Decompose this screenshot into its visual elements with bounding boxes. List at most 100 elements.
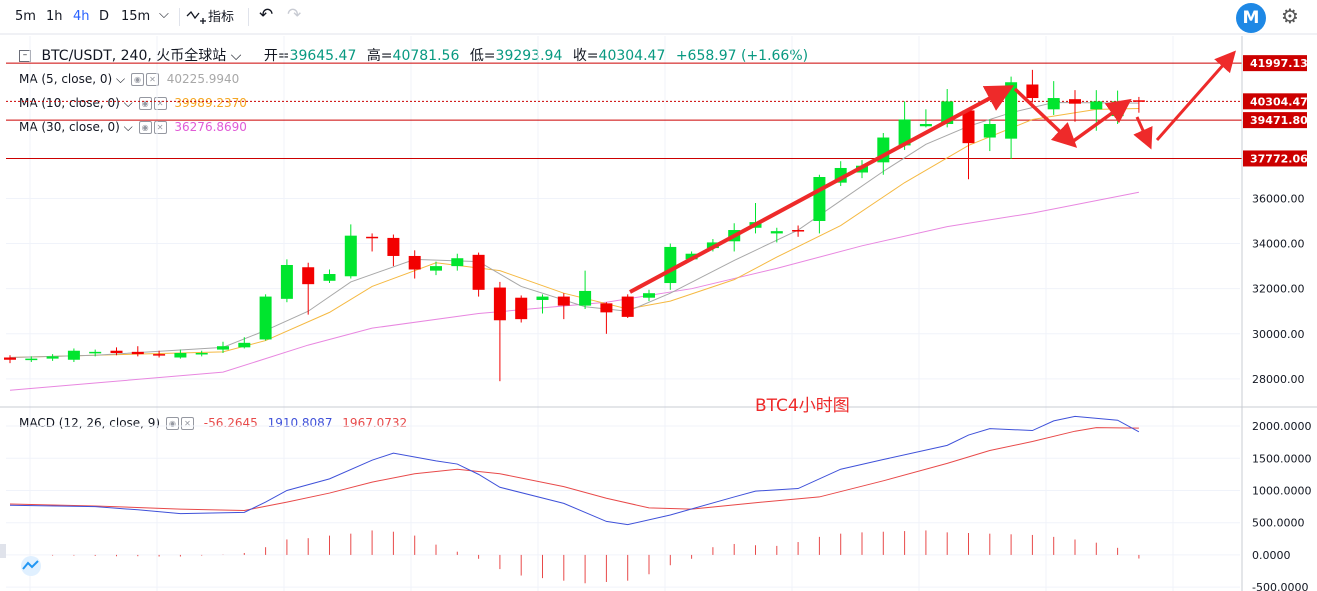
level-price-tag	[1243, 55, 1307, 72]
candle-body	[25, 358, 38, 361]
candle-body	[344, 235, 357, 277]
macd-legend[interactable]: MACD (12, 26, close, 9) ◉ ✕ -56.2645 1910…	[19, 416, 407, 430]
ma30-line	[9, 191, 1139, 391]
ma5-legend[interactable]: MA (5, close, 0) ⌵ ◉ ✕ 40225.9940	[19, 72, 239, 87]
chevron-down-icon[interactable]: ⌵	[123, 96, 133, 110]
interval-1h[interactable]: 1h	[46, 9, 63, 24]
macd-tick-label: -500.0000	[1252, 581, 1308, 591]
candle-body	[536, 296, 549, 300]
candle-body	[1026, 84, 1039, 99]
candle-body	[770, 231, 783, 234]
macd-label: MACD (12, 26, close, 9)	[19, 416, 161, 430]
chevron-down-icon[interactable]: ⌵	[116, 72, 126, 86]
macd-line-value: 1910.8087	[267, 416, 333, 430]
macd-signal-value: 1967.0732	[342, 416, 408, 430]
candle-body	[1005, 82, 1018, 139]
toolbar-divider	[179, 8, 180, 26]
candle-body	[387, 237, 400, 256]
candle-body	[749, 222, 762, 228]
candle-body	[430, 266, 442, 271]
close-icon[interactable]: ✕	[180, 417, 194, 430]
candle-body	[515, 297, 528, 320]
candle-body	[983, 123, 996, 138]
close-icon[interactable]: ✕	[153, 121, 167, 134]
trend-arrow	[1013, 87, 1078, 148]
candle-body	[217, 346, 229, 350]
macd-line	[9, 415, 1140, 526]
chevron-down-icon[interactable]: ⌵	[230, 48, 242, 64]
interval-4h[interactable]: 4h	[73, 9, 90, 24]
price-tick-label: 30000.00	[1252, 328, 1305, 341]
candle-body	[643, 293, 655, 298]
candle-body	[600, 303, 613, 313]
ma10-legend[interactable]: MA (10, close, 0) ⌵ ◉ ✕ 39989.2370	[19, 96, 247, 111]
eye-icon[interactable]: ◉	[138, 97, 152, 110]
price-tick-label: 32000.00	[1252, 283, 1305, 296]
close-label: 收=	[572, 48, 599, 64]
candle-body	[4, 357, 16, 360]
candle-body	[110, 350, 123, 353]
close-icon[interactable]: ✕	[145, 73, 159, 86]
chevron-down-icon[interactable]: ⌵	[123, 120, 133, 134]
price-tick-label: 34000.00	[1252, 238, 1305, 251]
price-tick-label: 28000.00	[1252, 373, 1305, 386]
interval-15m[interactable]: 15m	[121, 9, 151, 24]
trend-arrow	[629, 85, 1015, 294]
candle-body	[919, 123, 932, 127]
candle-body	[1069, 99, 1081, 104]
candle-body	[941, 101, 954, 124]
high-label: 高=	[366, 48, 393, 64]
trend-arrow	[1155, 50, 1236, 141]
indicators-icon	[186, 10, 206, 24]
level-price-tag	[1243, 93, 1307, 110]
ma10-line	[9, 107, 1139, 358]
ma30-legend[interactable]: MA (30, close, 0) ⌵ ◉ ✕ 36276.8690	[19, 120, 247, 135]
indicators-label: 指标	[208, 10, 235, 25]
candle-body	[898, 119, 911, 146]
macd-tick-label: 1000.0000	[1252, 484, 1312, 497]
candle-body	[813, 177, 826, 221]
candle-body	[1111, 101, 1124, 117]
indicators-button[interactable]: 指标	[186, 6, 234, 27]
candle-body	[67, 350, 80, 360]
level-price-label: 37772.06	[1250, 152, 1308, 165]
candle-body	[493, 287, 506, 321]
candle-body	[451, 258, 464, 267]
eye-icon[interactable]: ◉	[165, 417, 179, 430]
undo-icon[interactable]: ↶	[259, 5, 274, 25]
candle-body	[366, 236, 379, 239]
macd-signal-line	[9, 427, 1139, 511]
toolbar-divider	[248, 8, 249, 26]
interval-5m[interactable]: 5m	[15, 9, 36, 24]
interval-d[interactable]: D	[99, 9, 110, 24]
eye-icon[interactable]: ◉	[130, 73, 144, 86]
chevron-down-icon[interactable]: ⌵	[159, 7, 169, 22]
tradingview-logo-icon	[21, 556, 41, 576]
candle-body	[302, 267, 315, 285]
ma10-value: 39989.2370	[174, 96, 247, 110]
eye-icon[interactable]: ◉	[138, 121, 152, 134]
open-value: 39645.47	[289, 48, 357, 64]
gear-icon[interactable]: ⚙	[1281, 4, 1299, 28]
ma5-value: 40225.9940	[166, 72, 240, 86]
candle-body	[706, 242, 719, 249]
candle-body	[792, 230, 805, 232]
candle-body	[408, 255, 421, 270]
redo-icon[interactable]: ↷	[287, 5, 302, 25]
collapse-icon[interactable]: –	[19, 50, 31, 62]
candle-body	[579, 290, 592, 306]
candle-body	[153, 354, 166, 356]
low-label: 低=	[469, 48, 496, 64]
close-icon[interactable]: ✕	[153, 97, 167, 110]
logo-icon: M	[1236, 3, 1266, 33]
level-price-label: 41997.13	[1250, 57, 1308, 70]
pane-resize-handle[interactable]	[0, 544, 6, 558]
ma5-label: MA (5, close, 0)	[19, 72, 113, 86]
candle-body	[664, 246, 677, 284]
candle-body	[1047, 98, 1060, 110]
change-value: +658.97 (+1.66%)	[675, 48, 809, 64]
ma30-label: MA (30, close, 0)	[19, 120, 120, 134]
symbol-title[interactable]: BTC/USDT, 240, 火币全球站	[41, 48, 227, 64]
candle-body	[280, 264, 293, 299]
